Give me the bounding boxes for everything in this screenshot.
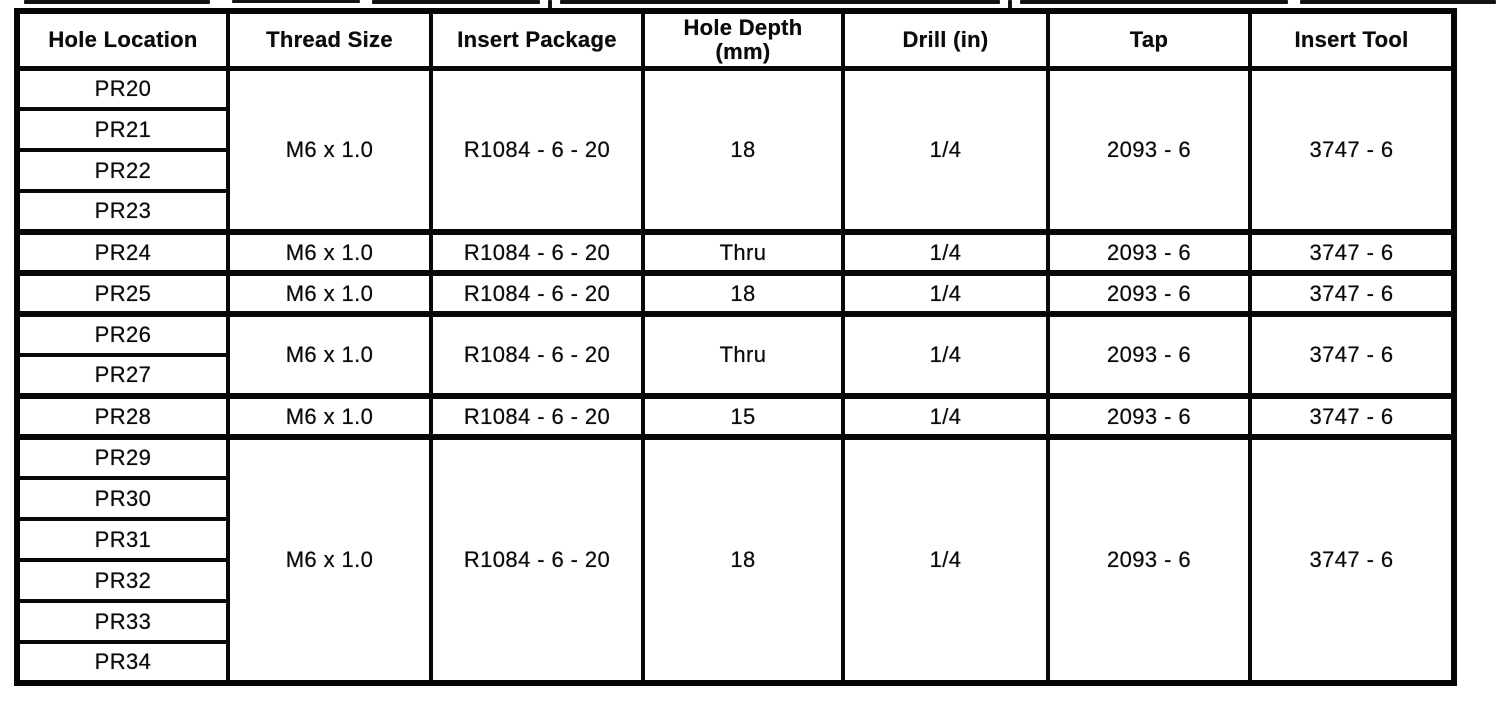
cropped-text-remnant xyxy=(1008,0,1012,10)
table-row: PR30 xyxy=(15,476,1454,521)
col-header-insert-tool: Insert Tool xyxy=(1248,9,1456,71)
table-row: PR33 xyxy=(15,599,1454,644)
cell-drill: 1/4 xyxy=(841,311,1050,398)
insert-spec-table-wrap: Hole Location Thread Size Insert Package… xyxy=(14,8,1457,686)
header-row: Hole Location Thread Size Insert Package… xyxy=(15,9,1456,71)
cell-hole-location: PR30 xyxy=(15,476,230,521)
header-label: Hole Location xyxy=(48,26,198,52)
cell-thread-size: M6 x 1.0 xyxy=(226,393,433,439)
col-header-insert-package: Insert Package xyxy=(429,9,645,71)
header-label: Insert Package xyxy=(457,26,617,52)
cell-hole-depth: Thru xyxy=(641,311,845,398)
cell-insert-package: R1084 - 6 - 20 xyxy=(429,311,645,398)
cell-thread-size: M6 x 1.0 xyxy=(226,229,433,275)
col-header-tap: Tap xyxy=(1046,9,1252,71)
cropped-text-remnant xyxy=(372,0,540,4)
cell-hole-depth: Thru xyxy=(641,229,845,275)
header-label-line2: (mm) xyxy=(715,38,771,64)
cell-insert-tool: 3747 - 6 xyxy=(1248,393,1456,439)
table-row: PR24 M6 x 1.0 R1084 - 6 - 20 Thru 1/4 20… xyxy=(15,229,1456,275)
cell-hole-location: PR24 xyxy=(15,229,230,275)
col-header-hole-location: Hole Location xyxy=(15,9,230,71)
cropped-text-remnant xyxy=(24,0,210,4)
cell-hole-location: PR21 xyxy=(15,107,230,152)
cell-thread-size: M6 x 1.0 xyxy=(226,66,433,234)
cell-hole-location: PR29 xyxy=(15,434,230,480)
fastener-insert-table: Hole Location Thread Size Insert Package… xyxy=(14,8,1457,686)
cell-hole-depth: 18 xyxy=(641,270,845,316)
cropped-text-remnant xyxy=(232,0,360,3)
cell-insert-package: R1084 - 6 - 20 xyxy=(429,270,645,316)
table-row: PR22 xyxy=(15,148,1454,193)
cell-drill: 1/4 xyxy=(841,229,1050,275)
table-row: PR20 M6 x 1.0 R1084 - 6 - 20 18 1/4 2093… xyxy=(15,66,1456,234)
table-row: PR31 xyxy=(15,517,1454,562)
cell-drill: 1/4 xyxy=(841,270,1050,316)
table-row: PR29 M6 x 1.0 R1084 - 6 - 20 18 1/4 2093… xyxy=(15,434,1456,685)
cell-tap: 2093 - 6 xyxy=(1046,393,1252,439)
cell-hole-location: PR20 xyxy=(15,66,230,111)
cropped-text-remnant xyxy=(560,0,1000,4)
cell-hole-depth: 18 xyxy=(641,66,845,234)
table-row: PR28 M6 x 1.0 R1084 - 6 - 20 15 1/4 2093… xyxy=(15,393,1456,439)
table-row: PR21 xyxy=(15,107,1454,152)
header-label: Thread Size xyxy=(266,26,393,52)
cell-thread-size: M6 x 1.0 xyxy=(226,434,433,685)
cell-thread-size: M6 x 1.0 xyxy=(226,270,433,316)
cell-insert-tool: 3747 - 6 xyxy=(1248,229,1456,275)
cell-hole-location: PR32 xyxy=(15,558,230,603)
cell-hole-location: PR31 xyxy=(15,517,230,562)
cell-tap: 2093 - 6 xyxy=(1046,311,1252,398)
col-header-hole-depth: Hole Depth (mm) xyxy=(641,9,845,71)
cell-tap: 2093 - 6 xyxy=(1046,66,1252,234)
header-label: Tap xyxy=(1129,26,1169,52)
table-row: PR26 M6 x 1.0 R1084 - 6 - 20 Thru 1/4 20… xyxy=(15,311,1456,398)
cell-hole-location: PR23 xyxy=(15,189,230,234)
col-header-drill: Drill (in) xyxy=(841,9,1050,71)
cell-hole-depth: 18 xyxy=(641,434,845,685)
cell-insert-tool: 3747 - 6 xyxy=(1248,66,1456,234)
cell-hole-location: PR33 xyxy=(15,599,230,644)
cell-hole-location: PR34 xyxy=(15,640,230,685)
cell-tap: 2093 - 6 xyxy=(1046,229,1252,275)
cell-tap: 2093 - 6 xyxy=(1046,434,1252,685)
cell-hole-location: PR25 xyxy=(15,270,230,316)
table-row: PR23 xyxy=(15,189,1454,234)
col-header-thread-size: Thread Size xyxy=(226,9,433,71)
cell-drill: 1/4 xyxy=(841,66,1050,234)
header-label: Insert Tool xyxy=(1294,26,1409,52)
cell-insert-package: R1084 - 6 - 20 xyxy=(429,393,645,439)
cell-insert-tool: 3747 - 6 xyxy=(1248,311,1456,398)
cell-drill: 1/4 xyxy=(841,393,1050,439)
cell-hole-depth: 15 xyxy=(641,393,845,439)
cell-insert-package: R1084 - 6 - 20 xyxy=(429,66,645,234)
header-label: Hole Depth xyxy=(683,14,803,40)
cell-hole-location: PR28 xyxy=(15,393,230,439)
table-row: PR32 xyxy=(15,558,1454,603)
cell-insert-package: R1084 - 6 - 20 xyxy=(429,229,645,275)
cell-hole-location: PR22 xyxy=(15,148,230,193)
cropped-text-remnant xyxy=(1300,0,1496,4)
table-row: PR34 xyxy=(15,640,1454,685)
cell-insert-package: R1084 - 6 - 20 xyxy=(429,434,645,685)
cropped-text-remnant xyxy=(1020,0,1288,4)
cropped-text-remnant xyxy=(548,0,552,9)
cell-insert-tool: 3747 - 6 xyxy=(1248,270,1456,316)
cell-hole-location: PR26 xyxy=(15,311,230,357)
cell-drill: 1/4 xyxy=(841,434,1050,685)
cell-thread-size: M6 x 1.0 xyxy=(226,311,433,398)
table-row: PR27 xyxy=(15,353,1454,398)
cell-tap: 2093 - 6 xyxy=(1046,270,1252,316)
cell-hole-location: PR27 xyxy=(15,353,230,398)
header-label: Drill (in) xyxy=(902,26,989,52)
cell-insert-tool: 3747 - 6 xyxy=(1248,434,1456,685)
table-row: PR25 M6 x 1.0 R1084 - 6 - 20 18 1/4 2093… xyxy=(15,270,1456,316)
